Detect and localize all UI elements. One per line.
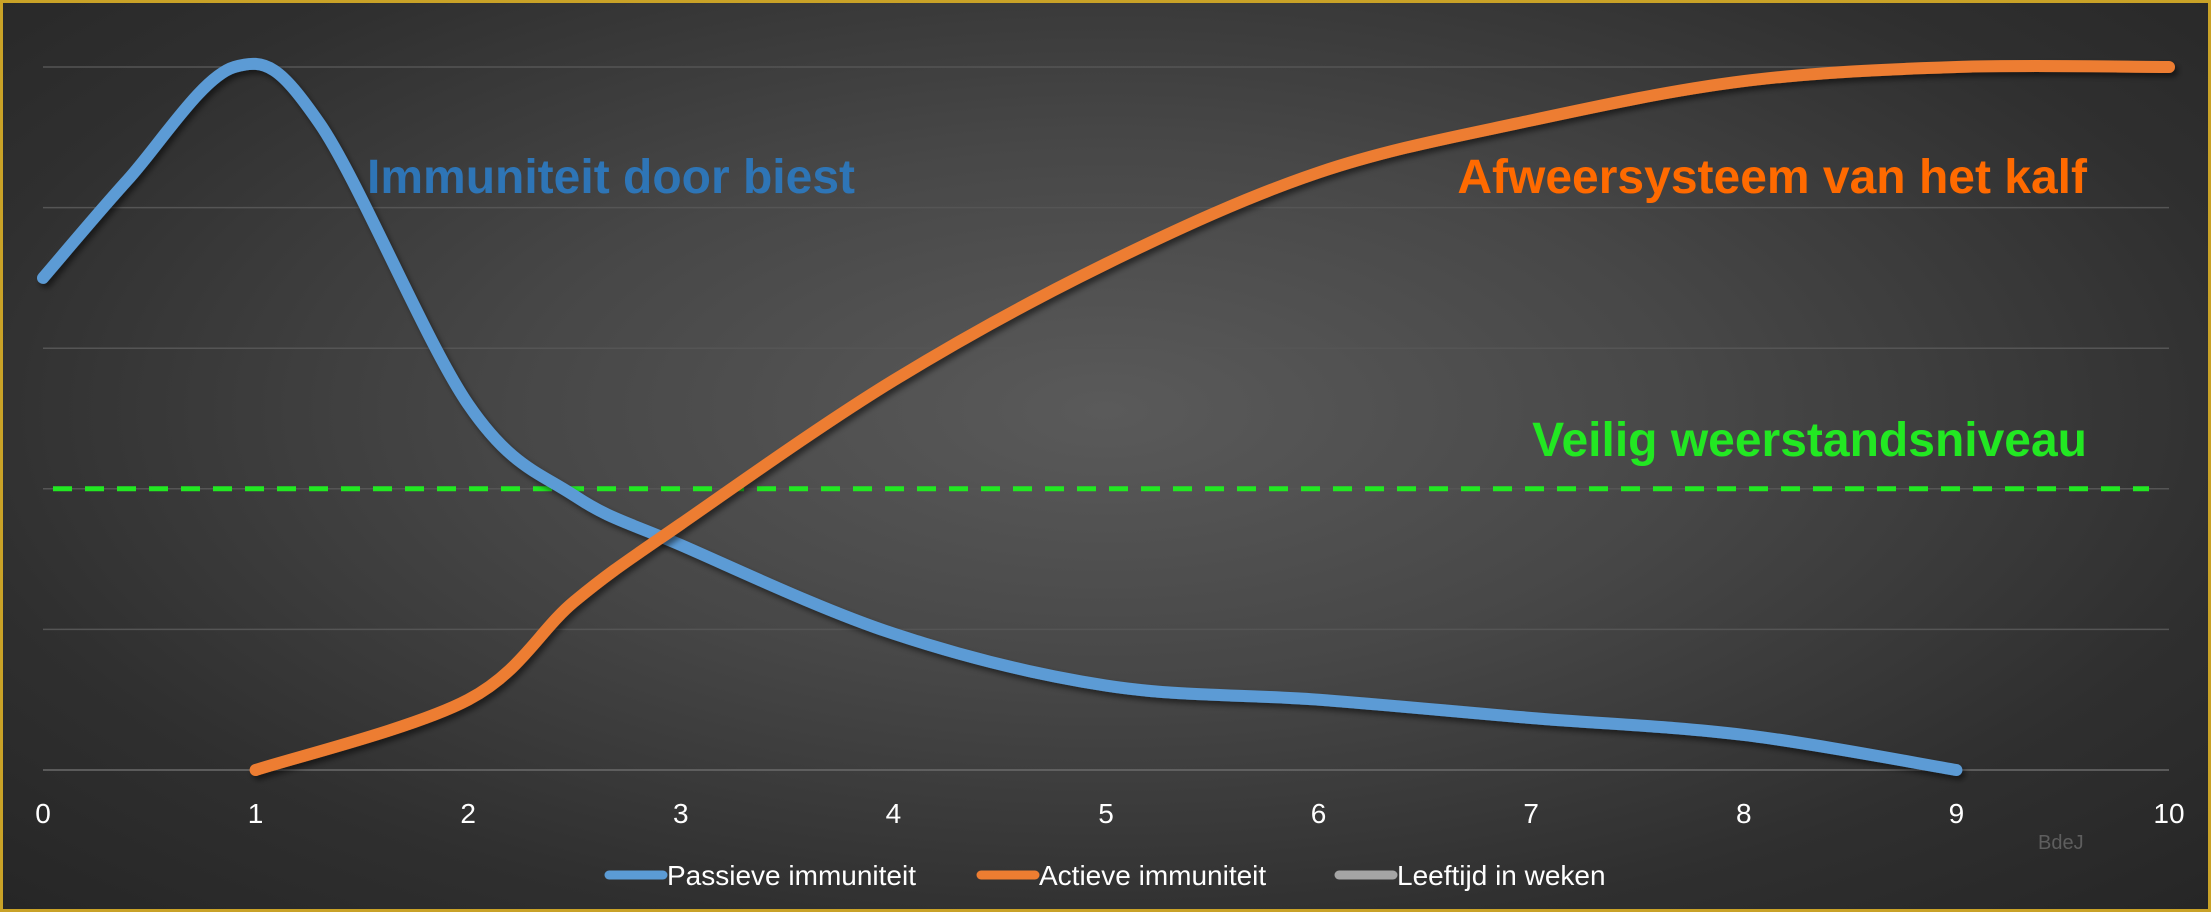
x-tick-label: 6 <box>1311 798 1327 829</box>
x-tick-label: 1 <box>248 798 264 829</box>
legend-label: Passieve immuniteit <box>667 860 916 891</box>
x-tick-label: 2 <box>460 798 476 829</box>
legend-label: Leeftijd in weken <box>1397 860 1606 891</box>
series-line-0 <box>37 57 1963 776</box>
annotation-safe-level: Veilig weerstandsniveau <box>1532 414 2087 467</box>
legend: Passieve immuniteit Actieve immuniteit Lee… <box>604 860 1606 891</box>
x-tick-label: 10 <box>2153 798 2184 829</box>
x-tick-label: 5 <box>1098 798 1114 829</box>
annotation-passive: Immuniteit door biest <box>367 151 855 204</box>
series-layer <box>37 57 2175 776</box>
series-line-1 <box>249 59 2175 776</box>
line-chart: 0 1 2 3 4 5 6 7 8 9 10 Immuniteit door biest Afwee… <box>35 57 2185 891</box>
x-tick-label: 3 <box>673 798 689 829</box>
x-tick-label: 4 <box>886 798 902 829</box>
legend-label: Actieve immuniteit <box>1039 860 1266 891</box>
x-tick-label: 0 <box>35 798 51 829</box>
x-axis-ticks: 0 1 2 3 4 5 6 7 8 9 10 <box>35 798 2184 829</box>
x-tick-label: 8 <box>1736 798 1752 829</box>
annotation-active: Afweersysteem van het kalf <box>1457 151 2088 204</box>
gridlines <box>43 66 2169 771</box>
watermark: BdeJ <box>2038 832 2084 854</box>
x-tick-label: 7 <box>1523 798 1539 829</box>
x-tick-label: 9 <box>1949 798 1965 829</box>
